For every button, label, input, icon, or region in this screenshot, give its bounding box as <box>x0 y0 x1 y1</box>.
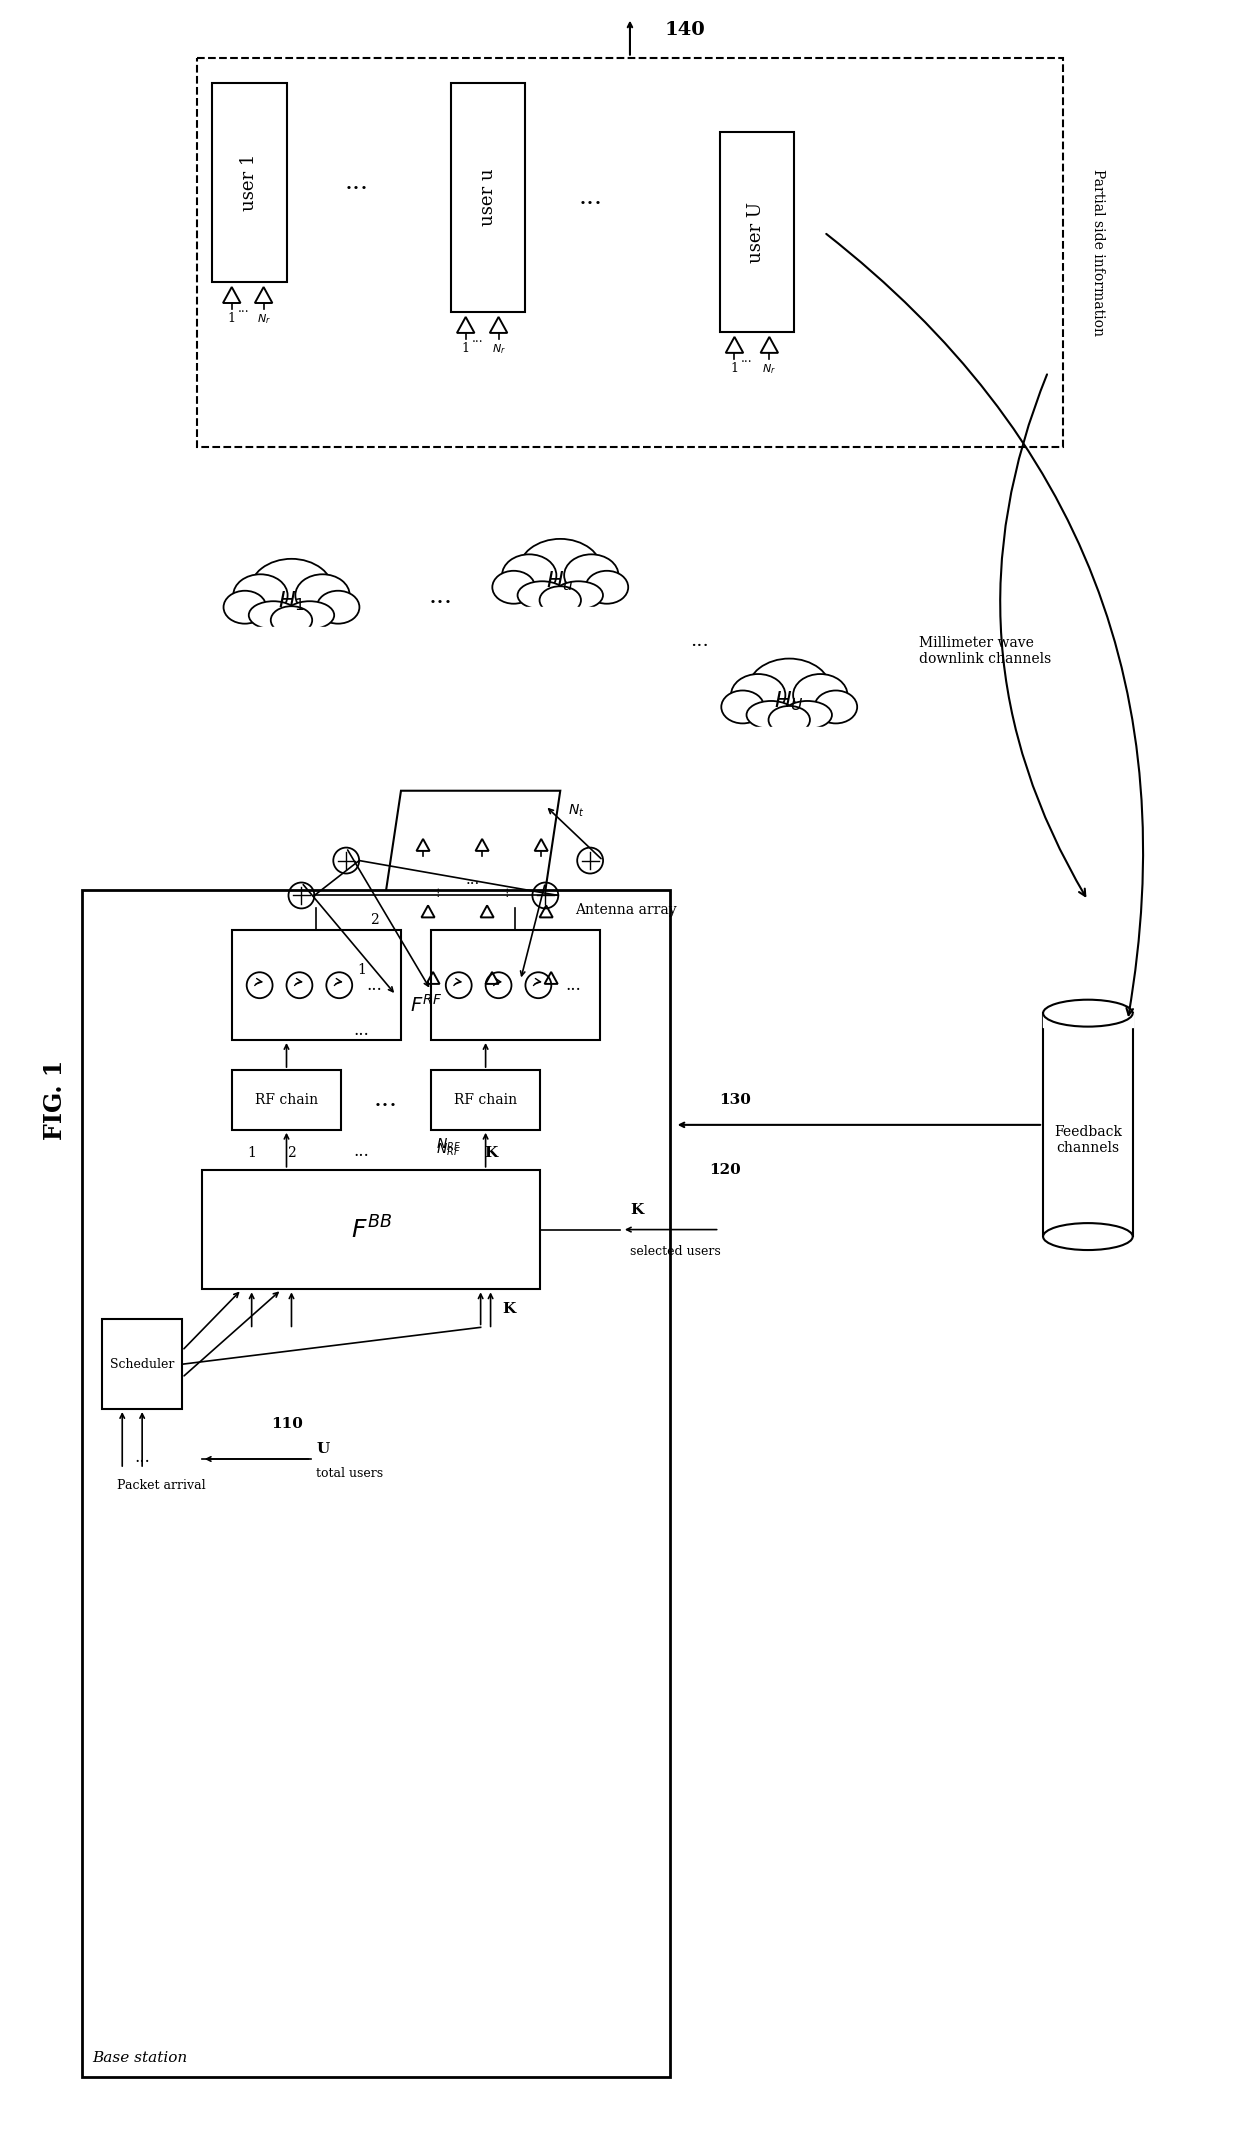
Text: ...: ... <box>353 1021 370 1038</box>
Ellipse shape <box>249 601 298 628</box>
Ellipse shape <box>1043 1223 1132 1251</box>
Text: ...: ... <box>366 976 382 993</box>
Text: 130: 130 <box>719 1094 751 1107</box>
Text: 1: 1 <box>461 341 470 354</box>
Text: ...: ... <box>353 1143 370 1160</box>
Ellipse shape <box>295 575 350 616</box>
Bar <box>197 58 1063 446</box>
Ellipse shape <box>233 575 288 616</box>
Text: $N_r$: $N_r$ <box>257 311 270 326</box>
Text: 1: 1 <box>730 363 739 375</box>
Ellipse shape <box>815 691 857 723</box>
Text: $N_r$: $N_r$ <box>491 341 506 356</box>
Text: ...: ... <box>472 332 484 345</box>
Text: ...: ... <box>740 352 753 365</box>
Ellipse shape <box>316 590 360 624</box>
Bar <box>212 82 286 281</box>
Text: ...: ... <box>691 633 709 650</box>
Ellipse shape <box>585 571 629 603</box>
Ellipse shape <box>794 674 847 716</box>
Bar <box>451 82 526 311</box>
Text: 120: 120 <box>709 1163 742 1178</box>
Text: user 1: user 1 <box>239 154 258 210</box>
Text: Feedback
channels: Feedback channels <box>1054 1124 1122 1154</box>
Text: ...: ... <box>238 302 249 315</box>
Ellipse shape <box>769 706 810 734</box>
Text: FIG. 1: FIG. 1 <box>42 1060 67 1139</box>
Ellipse shape <box>518 538 603 603</box>
Text: 1: 1 <box>247 1145 257 1160</box>
Text: ...: ... <box>374 1088 398 1111</box>
Text: Partial side information: Partial side information <box>1091 169 1105 335</box>
Bar <box>430 931 600 1040</box>
Text: Antenna array: Antenna array <box>575 903 677 918</box>
Text: 1: 1 <box>357 963 366 978</box>
Text: K: K <box>484 1145 497 1160</box>
Text: ...: ... <box>578 187 603 208</box>
Ellipse shape <box>223 590 267 624</box>
Text: 140: 140 <box>665 21 706 39</box>
Ellipse shape <box>249 560 334 624</box>
Ellipse shape <box>722 691 764 723</box>
Text: ...: ... <box>432 886 441 897</box>
Text: Millimeter wave
downlink channels: Millimeter wave downlink channels <box>919 637 1052 667</box>
Polygon shape <box>371 792 560 991</box>
Ellipse shape <box>502 553 557 596</box>
Text: total users: total users <box>316 1467 383 1480</box>
Ellipse shape <box>270 607 312 635</box>
Text: selected users: selected users <box>630 1244 720 1257</box>
Text: ...: ... <box>500 886 510 897</box>
Text: Base station: Base station <box>92 2051 187 2066</box>
Text: $N_{RF}$: $N_{RF}$ <box>435 1141 461 1158</box>
FancyArrowPatch shape <box>1001 375 1085 897</box>
Text: user u: user u <box>479 169 496 225</box>
Ellipse shape <box>285 601 335 628</box>
Ellipse shape <box>554 581 603 609</box>
Text: ...: ... <box>134 1450 150 1465</box>
Text: Packet arrival: Packet arrival <box>118 1478 206 1493</box>
Text: Scheduler: Scheduler <box>110 1358 175 1371</box>
Bar <box>82 890 670 2076</box>
Bar <box>430 1070 541 1130</box>
Text: U: U <box>316 1441 330 1456</box>
Text: ...: ... <box>565 976 582 993</box>
Bar <box>202 1169 541 1289</box>
Text: $H_1$: $H_1$ <box>278 590 305 613</box>
Text: K: K <box>502 1302 516 1317</box>
Text: user U: user U <box>748 202 765 262</box>
Bar <box>1043 1012 1132 1236</box>
Text: $H_U$: $H_U$ <box>774 689 804 712</box>
Text: $N_r$: $N_r$ <box>763 363 776 375</box>
Bar <box>719 133 794 332</box>
Ellipse shape <box>517 581 567 609</box>
Text: 1: 1 <box>228 311 236 326</box>
Bar <box>232 931 401 1040</box>
Text: $H_u$: $H_u$ <box>547 568 574 592</box>
Text: 2: 2 <box>371 914 379 927</box>
Text: 2: 2 <box>288 1145 296 1160</box>
Ellipse shape <box>732 674 785 716</box>
Text: ...: ... <box>465 873 480 888</box>
Bar <box>103 1319 182 1409</box>
Text: RF chain: RF chain <box>454 1094 517 1107</box>
Text: $N_t$: $N_t$ <box>568 802 585 819</box>
Text: ...: ... <box>345 172 368 193</box>
Bar <box>232 1070 341 1130</box>
Ellipse shape <box>492 571 534 603</box>
FancyArrowPatch shape <box>826 234 1143 1015</box>
Ellipse shape <box>782 701 832 729</box>
Text: 110: 110 <box>272 1418 304 1431</box>
Ellipse shape <box>564 553 619 596</box>
Text: $F^{RF}$: $F^{RF}$ <box>410 995 441 1017</box>
Text: $N_{RF}$: $N_{RF}$ <box>435 1137 461 1154</box>
Text: ...: ... <box>429 586 453 607</box>
Ellipse shape <box>748 659 831 723</box>
Text: $F^{BB}$: $F^{BB}$ <box>351 1216 392 1244</box>
Text: RF chain: RF chain <box>255 1094 319 1107</box>
Text: K: K <box>630 1203 644 1216</box>
Ellipse shape <box>1043 1000 1132 1027</box>
Ellipse shape <box>539 586 582 613</box>
Ellipse shape <box>746 701 796 729</box>
